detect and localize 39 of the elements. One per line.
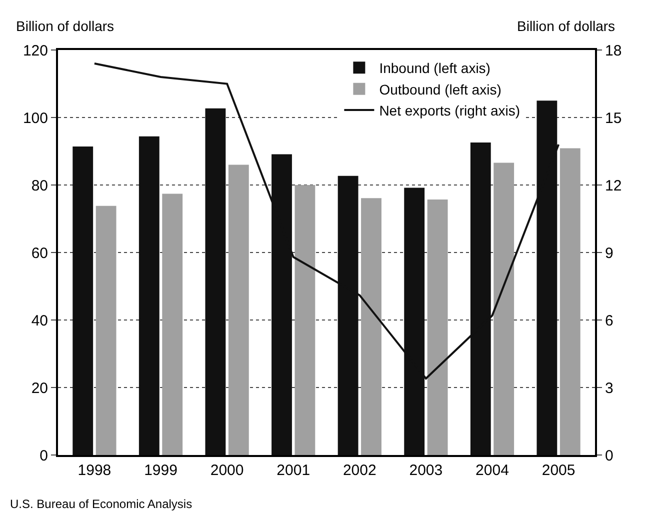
legend-label: Net exports (right axis) (379, 102, 520, 118)
bar (294, 185, 316, 455)
bar (361, 198, 382, 455)
y2-tick-label: 0 (605, 447, 614, 464)
y-tick-label: 0 (40, 447, 48, 464)
y-tick-label: 120 (22, 42, 48, 60)
y-tick-label: 20 (31, 380, 48, 397)
bar (494, 162, 514, 455)
y2-axis-title: Billion of dollars (517, 18, 616, 34)
x-tick-label: 2005 (542, 462, 576, 479)
bar (560, 148, 580, 455)
y-tick-label: 60 (31, 244, 48, 262)
bar (96, 206, 116, 455)
y-axis-title: Billion of dollars (16, 18, 114, 34)
y2-tick-label: 18 (605, 42, 622, 60)
y-tick-label: 100 (22, 110, 48, 127)
x-tick-label: 2000 (210, 462, 244, 479)
bar (162, 194, 183, 455)
y-tick-label: 40 (31, 312, 48, 330)
y2-tick-label: 12 (605, 177, 622, 194)
y-tick-label: 80 (31, 177, 48, 194)
x-tick-label: 2002 (342, 462, 376, 479)
y2-tick-label: 6 (605, 312, 614, 330)
bar (427, 200, 448, 455)
x-tick-label: 2001 (276, 462, 310, 479)
x-tick-label: 2004 (476, 462, 509, 479)
x-tick-label: 1999 (144, 462, 178, 479)
legend-label: Outbound (left axis) (379, 81, 502, 98)
legend-label: Inbound (left axis) (379, 60, 490, 76)
x-tick-label: 1998 (78, 462, 112, 479)
bar (205, 108, 226, 455)
y2-tick-label: 9 (605, 244, 614, 262)
y2-tick-label: 3 (605, 380, 614, 397)
bar (138, 136, 160, 455)
y2-tick-label: 15 (605, 110, 622, 127)
bar (228, 164, 249, 455)
text: U.S. Bureau of Economic Analysis (10, 497, 192, 511)
x-tick-label: 2003 (409, 462, 443, 479)
bar (72, 146, 94, 455)
